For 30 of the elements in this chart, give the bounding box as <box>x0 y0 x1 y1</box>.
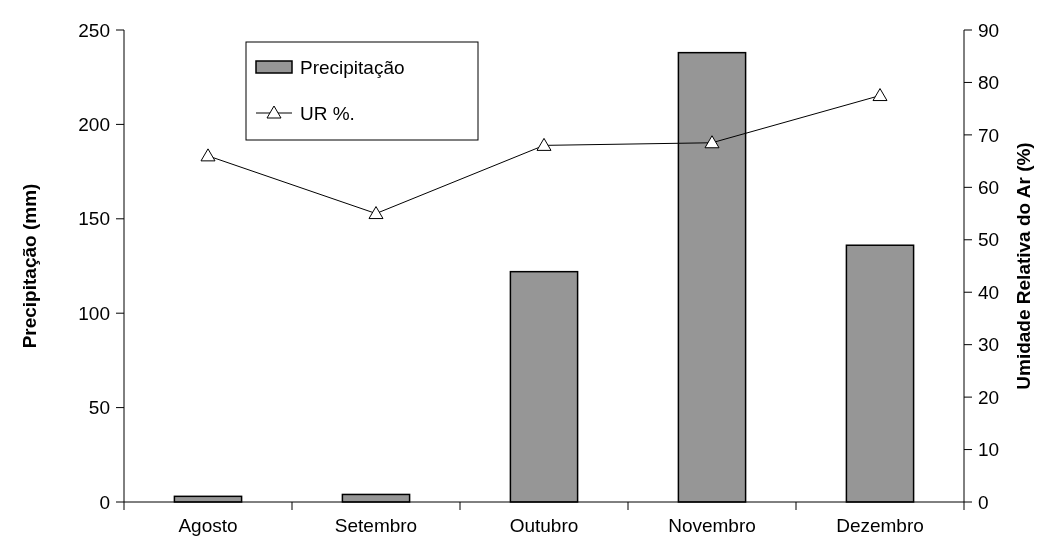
y2-tick-label: 10 <box>978 439 1000 461</box>
y2-axis-title: Umidade Relativa do Ar (%) <box>1013 142 1034 390</box>
y2-tick-label: 0 <box>978 491 989 513</box>
point <box>368 206 384 220</box>
legend-label: UR %. <box>300 102 355 124</box>
point <box>704 135 720 149</box>
point <box>200 148 216 162</box>
point <box>872 88 888 102</box>
x-tick-label: Setembro <box>334 515 418 536</box>
x-tick-label: Agosto <box>178 515 238 536</box>
y-tick-label: 200 <box>78 114 110 136</box>
x-tick-label: Outubro <box>509 515 579 536</box>
y-tick-label: 150 <box>78 208 110 230</box>
y2-tick-label: 70 <box>978 124 1000 146</box>
legend-label: Precipitação <box>300 56 405 78</box>
y2-tick-label: 60 <box>978 176 1000 198</box>
y2-tick-label: 20 <box>978 386 1000 408</box>
y2-tick-label: 40 <box>978 281 1000 303</box>
y2-tick-label: 80 <box>978 72 1000 94</box>
y-tick-label: 0 <box>99 491 110 513</box>
y-tick-label: 250 <box>78 19 110 41</box>
point <box>536 137 552 151</box>
x-tick-label: Novembro <box>668 515 756 536</box>
x-tick-label: Dezembro <box>836 515 924 536</box>
y-axis-title: Precipitação (mm) <box>19 183 40 349</box>
y-tick-label: 50 <box>88 397 110 419</box>
y2-tick-label: 50 <box>978 229 1000 251</box>
y2-tick-label: 90 <box>978 19 1000 41</box>
y-tick-label: 100 <box>78 302 110 324</box>
y2-tick-label: 30 <box>978 334 1000 356</box>
